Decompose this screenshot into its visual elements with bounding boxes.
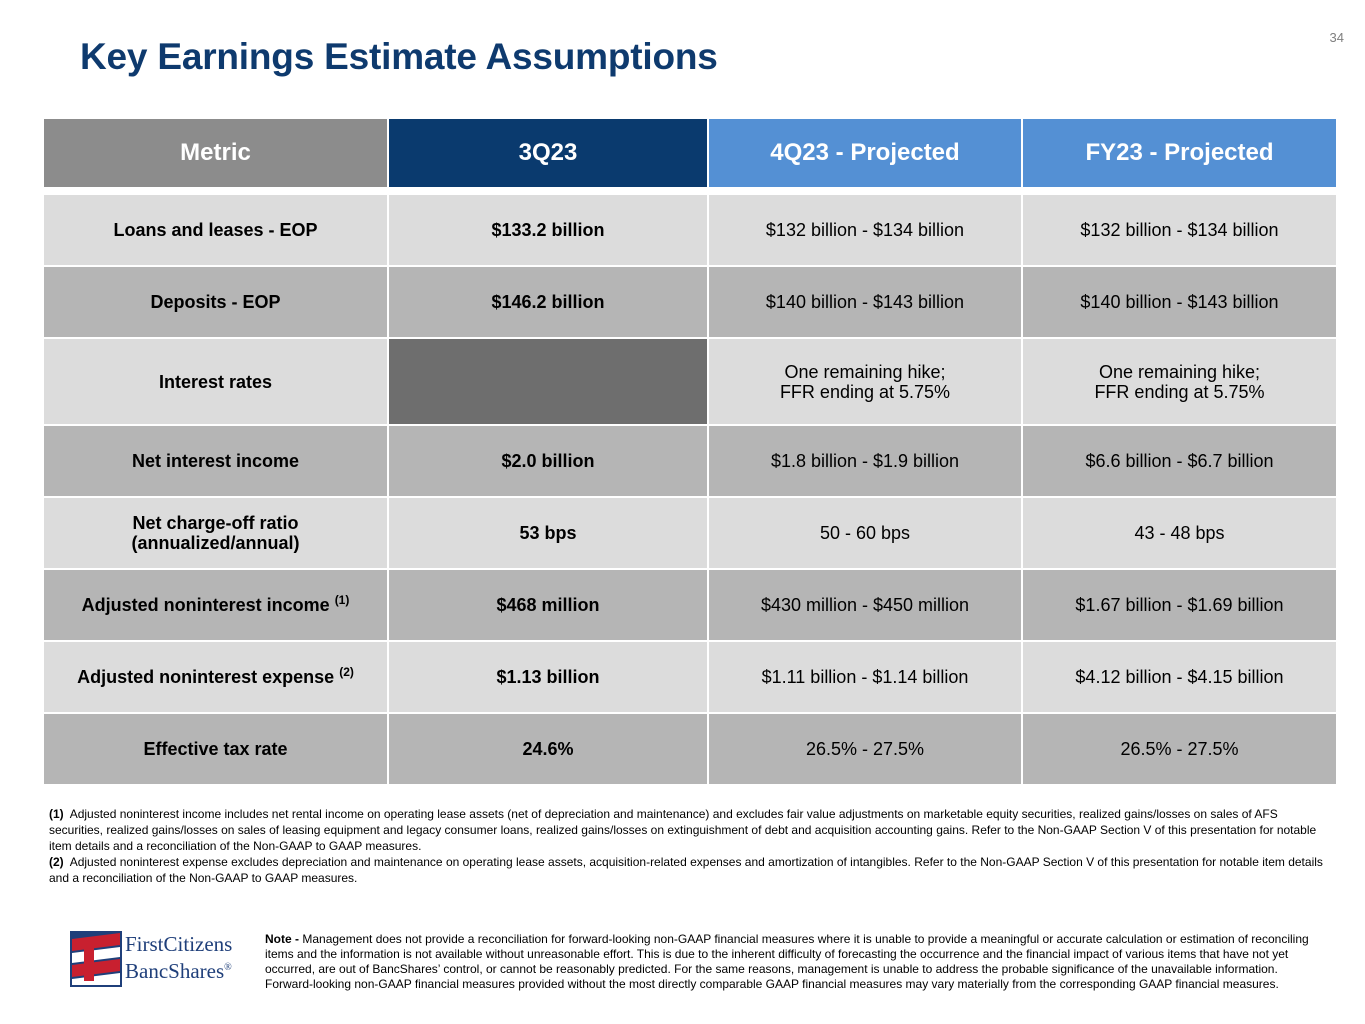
- footnote-ref: (1): [334, 593, 350, 607]
- metric-label-line: Net charge-off ratio: [132, 513, 299, 533]
- logo-line-2: BancShares®: [125, 959, 232, 983]
- value-4q23: 50 - 60 bps: [707, 496, 1023, 570]
- value-line: FFR ending at 5.75%: [779, 381, 951, 402]
- page-number: 34: [1329, 30, 1344, 45]
- value-3q23-empty: [387, 337, 709, 426]
- footnote-text: Adjusted noninterest income includes net…: [49, 807, 1317, 853]
- metric-label: Interest rates: [42, 337, 389, 426]
- footnote-number: (2): [49, 855, 64, 869]
- value-line: One remaining hike;: [1098, 361, 1261, 382]
- table-row: Net charge-off ratio (annualized/annual)…: [42, 496, 1338, 570]
- value-3q23: $133.2 billion: [387, 193, 709, 267]
- value-3q23: $146.2 billion: [387, 265, 709, 339]
- footnote-number: (1): [49, 807, 64, 821]
- value-fy23: $4.12 billion - $4.15 billion: [1021, 640, 1338, 714]
- value-4q23: $430 million - $450 million: [707, 568, 1023, 642]
- column-header-3q23: 3Q23: [387, 117, 709, 189]
- metric-label-text: Adjusted noninterest income: [81, 595, 330, 615]
- value-3q23: $468 million: [387, 568, 709, 642]
- column-header-fy23-projected: FY23 - Projected: [1021, 117, 1338, 189]
- footnote: (2) Adjusted noninterest expense exclude…: [49, 854, 1329, 886]
- logo-line-1: FirstCitizens: [125, 932, 233, 956]
- metric-label: Net interest income: [42, 424, 389, 498]
- value-fy23: $6.6 billion - $6.7 billion: [1021, 424, 1338, 498]
- value-line: FFR ending at 5.75%: [1094, 381, 1265, 402]
- column-header-4q23-projected: 4Q23 - Projected: [707, 117, 1023, 189]
- value-fy23: $140 billion - $143 billion: [1021, 265, 1338, 339]
- logo-flag-icon: [70, 931, 122, 987]
- value-fy23: 26.5% - 27.5%: [1021, 712, 1338, 786]
- metric-label: Net charge-off ratio (annualized/annual): [42, 496, 389, 570]
- page-title: Key Earnings Estimate Assumptions: [80, 36, 718, 77]
- value-fy23: $1.67 billion - $1.69 billion: [1021, 568, 1338, 642]
- disclaimer-note: Note - Management does not provide a rec…: [265, 932, 1329, 992]
- value-4q23: 26.5% - 27.5%: [707, 712, 1023, 786]
- value-4q23: $1.11 billion - $1.14 billion: [707, 640, 1023, 714]
- logo-text: FirstCitizens BancShares®: [125, 933, 232, 983]
- table-row: Adjusted noninterest expense (2) $1.13 b…: [42, 640, 1338, 714]
- value-4q23: $132 billion - $134 billion: [707, 193, 1023, 267]
- footnote: (1) Adjusted noninterest income includes…: [49, 806, 1329, 854]
- footnote-ref: (2): [339, 665, 354, 679]
- value-3q23: 53 bps: [387, 496, 709, 570]
- metric-label: Adjusted noninterest expense (2): [42, 640, 389, 714]
- metric-label-text: Adjusted noninterest expense: [77, 667, 335, 687]
- table-row: Loans and leases - EOP $133.2 billion $1…: [42, 193, 1338, 267]
- footnote-text: Adjusted noninterest expense excludes de…: [49, 855, 1323, 885]
- metric-label: Adjusted noninterest income (1): [42, 568, 389, 642]
- value-4q23: $1.8 billion - $1.9 billion: [707, 424, 1023, 498]
- note-label: Note -: [265, 932, 299, 946]
- value-fy23: One remaining hike; FFR ending at 5.75%: [1021, 337, 1338, 426]
- registered-mark: ®: [224, 962, 232, 973]
- metric-label: Effective tax rate: [42, 712, 389, 786]
- company-logo: FirstCitizens BancShares®: [70, 929, 260, 989]
- earnings-assumptions-table: Metric 3Q23 4Q23 - Projected FY23 - Proj…: [42, 117, 1338, 786]
- value-fy23: $132 billion - $134 billion: [1021, 193, 1338, 267]
- value-3q23: $2.0 billion: [387, 424, 709, 498]
- metric-label: Loans and leases - EOP: [42, 193, 389, 267]
- value-3q23: 24.6%: [387, 712, 709, 786]
- value-fy23: 43 - 48 bps: [1021, 496, 1338, 570]
- table-row: Net interest income $2.0 billion $1.8 bi…: [42, 424, 1338, 498]
- table-row: Adjusted noninterest income (1) $468 mil…: [42, 568, 1338, 642]
- value-4q23: One remaining hike; FFR ending at 5.75%: [707, 337, 1023, 426]
- note-text: Management does not provide a reconcilia…: [265, 932, 1309, 991]
- value-line: One remaining hike;: [784, 361, 946, 382]
- value-3q23: $1.13 billion: [387, 640, 709, 714]
- table-header-row: Metric 3Q23 4Q23 - Projected FY23 - Proj…: [42, 117, 1338, 189]
- table-row: Effective tax rate 24.6% 26.5% - 27.5% 2…: [42, 712, 1338, 786]
- metric-label-line: (annualized/annual): [131, 533, 300, 553]
- column-header-metric: Metric: [42, 117, 389, 189]
- metric-label: Deposits - EOP: [42, 265, 389, 339]
- table-row: Interest rates One remaining hike; FFR e…: [42, 337, 1338, 426]
- footnotes: (1) Adjusted noninterest income includes…: [49, 806, 1329, 886]
- value-4q23: $140 billion - $143 billion: [707, 265, 1023, 339]
- table-row: Deposits - EOP $146.2 billion $140 billi…: [42, 265, 1338, 339]
